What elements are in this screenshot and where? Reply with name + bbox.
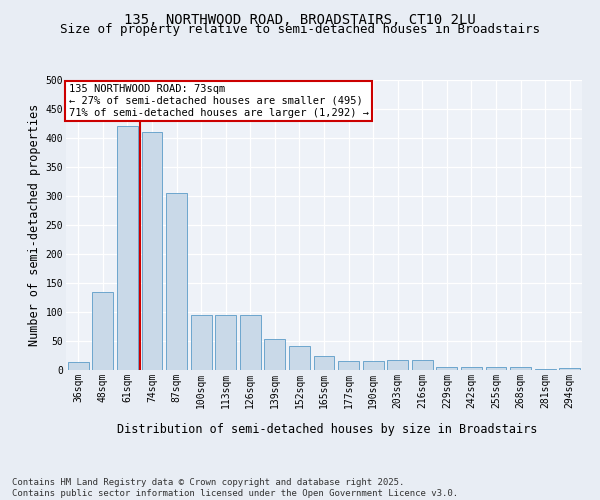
Text: 135 NORTHWOOD ROAD: 73sqm
← 27% of semi-detached houses are smaller (495)
71% of: 135 NORTHWOOD ROAD: 73sqm ← 27% of semi-… [68,84,368,117]
Text: 135, NORTHWOOD ROAD, BROADSTAIRS, CT10 2LU: 135, NORTHWOOD ROAD, BROADSTAIRS, CT10 2… [124,12,476,26]
Bar [485,366,506,370]
Bar [117,126,138,370]
Bar [166,193,187,370]
Bar [314,356,334,370]
Text: Distribution of semi-detached houses by size in Broadstairs: Distribution of semi-detached houses by … [117,422,537,436]
Bar [215,315,236,370]
Bar [412,360,433,370]
Y-axis label: Number of semi-detached properties: Number of semi-detached properties [28,104,41,346]
Bar [510,366,531,370]
Bar [92,292,113,370]
Text: Size of property relative to semi-detached houses in Broadstairs: Size of property relative to semi-detach… [60,22,540,36]
Text: Contains HM Land Registry data © Crown copyright and database right 2025.
Contai: Contains HM Land Registry data © Crown c… [12,478,458,498]
Bar [240,315,261,370]
Bar [559,368,580,370]
Bar [362,362,383,370]
Bar [436,367,457,370]
Bar [289,346,310,370]
Bar [68,362,89,370]
Bar [338,362,359,370]
Bar [387,360,408,370]
Bar [142,132,163,370]
Bar [191,315,212,370]
Bar [535,369,556,370]
Bar [461,366,482,370]
Bar [265,340,286,370]
